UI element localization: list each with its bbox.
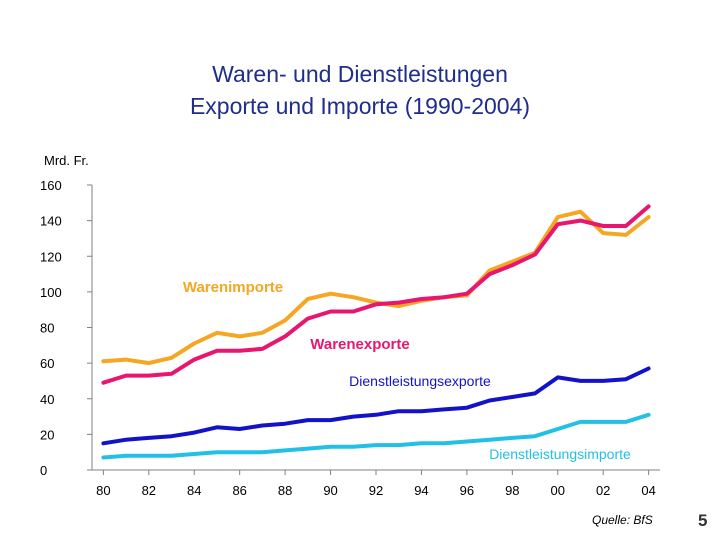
- x-tick-label: 84: [187, 483, 201, 498]
- y-tick-label: 160: [40, 178, 62, 193]
- series-label-warenimporte: Warenimporte: [183, 279, 283, 296]
- y-tick-label: 80: [40, 321, 54, 336]
- x-tick-label: 94: [414, 483, 428, 498]
- source-note: Quelle: BfS: [592, 513, 653, 527]
- series-label-dienstleistungsexporte: Dienstleistungsexporte: [349, 373, 491, 389]
- series-line-dienstleistungsimporte: [101, 412, 651, 460]
- y-tick-label: 120: [40, 249, 62, 264]
- y-tick-label: 40: [40, 392, 54, 407]
- x-tick-label: 80: [96, 483, 110, 498]
- x-tick-label: 88: [278, 483, 292, 498]
- y-tick-label: 0: [40, 463, 47, 478]
- series-label-warenexporte: Warenexporte: [310, 336, 409, 353]
- x-tick-label: 04: [641, 483, 655, 498]
- x-tick-label: 82: [142, 483, 156, 498]
- series-line-warenexporte: [101, 204, 651, 385]
- chart-title-line-2: Exporte und Importe (1990-2004): [189, 93, 531, 119]
- y-tick-label: 140: [40, 214, 62, 229]
- y-tick-label: 60: [40, 356, 54, 371]
- x-tick-label: 92: [369, 483, 383, 498]
- x-tick-label: 00: [551, 483, 565, 498]
- page-number: 5: [698, 511, 708, 530]
- x-tick-label: 02: [596, 483, 610, 498]
- x-tick-label: 90: [323, 483, 337, 498]
- y-axis-label: Mrd. Fr.: [44, 153, 89, 168]
- x-tick-label: 98: [505, 483, 519, 498]
- y-tick-label: 20: [40, 427, 54, 442]
- x-tick-label: 96: [460, 483, 474, 498]
- series-label-dienstleistungsimporte: Dienstleistungsimporte: [489, 446, 631, 462]
- series-line-dienstleistungsexporte: [101, 366, 651, 446]
- y-tick-label: 100: [40, 285, 62, 300]
- chart-title-line-1: Waren- und Dienstleistungen: [212, 61, 508, 87]
- chart-title: Waren- und Dienstleistungen Exporte und …: [0, 58, 720, 122]
- x-tick-label: 86: [232, 483, 246, 498]
